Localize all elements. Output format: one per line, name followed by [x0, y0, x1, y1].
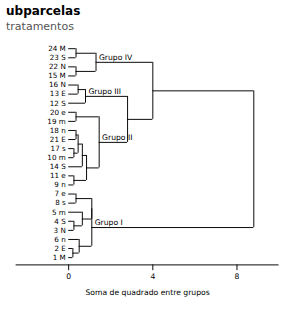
svg-text:20 e: 20 e	[50, 108, 66, 117]
svg-text:14 S: 14 S	[50, 162, 66, 171]
svg-text:11 e: 11 e	[50, 171, 66, 180]
svg-text:8: 8	[235, 272, 240, 281]
svg-text:17 s: 17 s	[51, 144, 66, 153]
svg-text:4 S: 4 S	[54, 217, 66, 226]
svg-text:7 e: 7 e	[55, 189, 67, 198]
svg-text:Soma de quadrado entre grupos: Soma de quadrado entre grupos	[85, 288, 209, 297]
svg-text:5 m: 5 m	[52, 208, 66, 217]
html-text:tratamentos: tratamentos	[6, 20, 74, 33]
svg-text:Grupo II: Grupo II	[102, 133, 132, 142]
svg-text:2 E: 2 E	[54, 244, 66, 253]
svg-text:15 M: 15 M	[48, 71, 66, 80]
svg-text:Grupo III: Grupo III	[88, 87, 121, 96]
svg-text:22 N: 22 N	[49, 62, 66, 71]
svg-text:13 E: 13 E	[50, 89, 66, 98]
svg-text:19 m: 19 m	[47, 117, 65, 126]
svg-text:12 S: 12 S	[50, 99, 66, 108]
svg-text:21 E: 21 E	[50, 135, 66, 144]
svg-text:1 M: 1 M	[53, 253, 66, 262]
svg-text:Grupo IV: Grupo IV	[99, 53, 133, 62]
svg-text:0: 0	[66, 272, 71, 281]
svg-text:8 s: 8 s	[55, 198, 66, 207]
svg-text:6 n: 6 n	[54, 235, 65, 244]
svg-text:16 N: 16 N	[49, 80, 66, 89]
svg-text:18 n: 18 n	[50, 126, 66, 135]
svg-text:23 S: 23 S	[50, 53, 66, 62]
svg-text:Grupo I: Grupo I	[95, 218, 123, 227]
svg-text:24 M: 24 M	[48, 44, 66, 53]
html-text:ubparcelas: ubparcelas	[6, 4, 81, 18]
svg-text:9 n: 9 n	[54, 180, 65, 189]
svg-text:10 m: 10 m	[47, 153, 65, 162]
svg-text:3 N: 3 N	[54, 226, 66, 235]
svg-text:4: 4	[150, 272, 155, 281]
